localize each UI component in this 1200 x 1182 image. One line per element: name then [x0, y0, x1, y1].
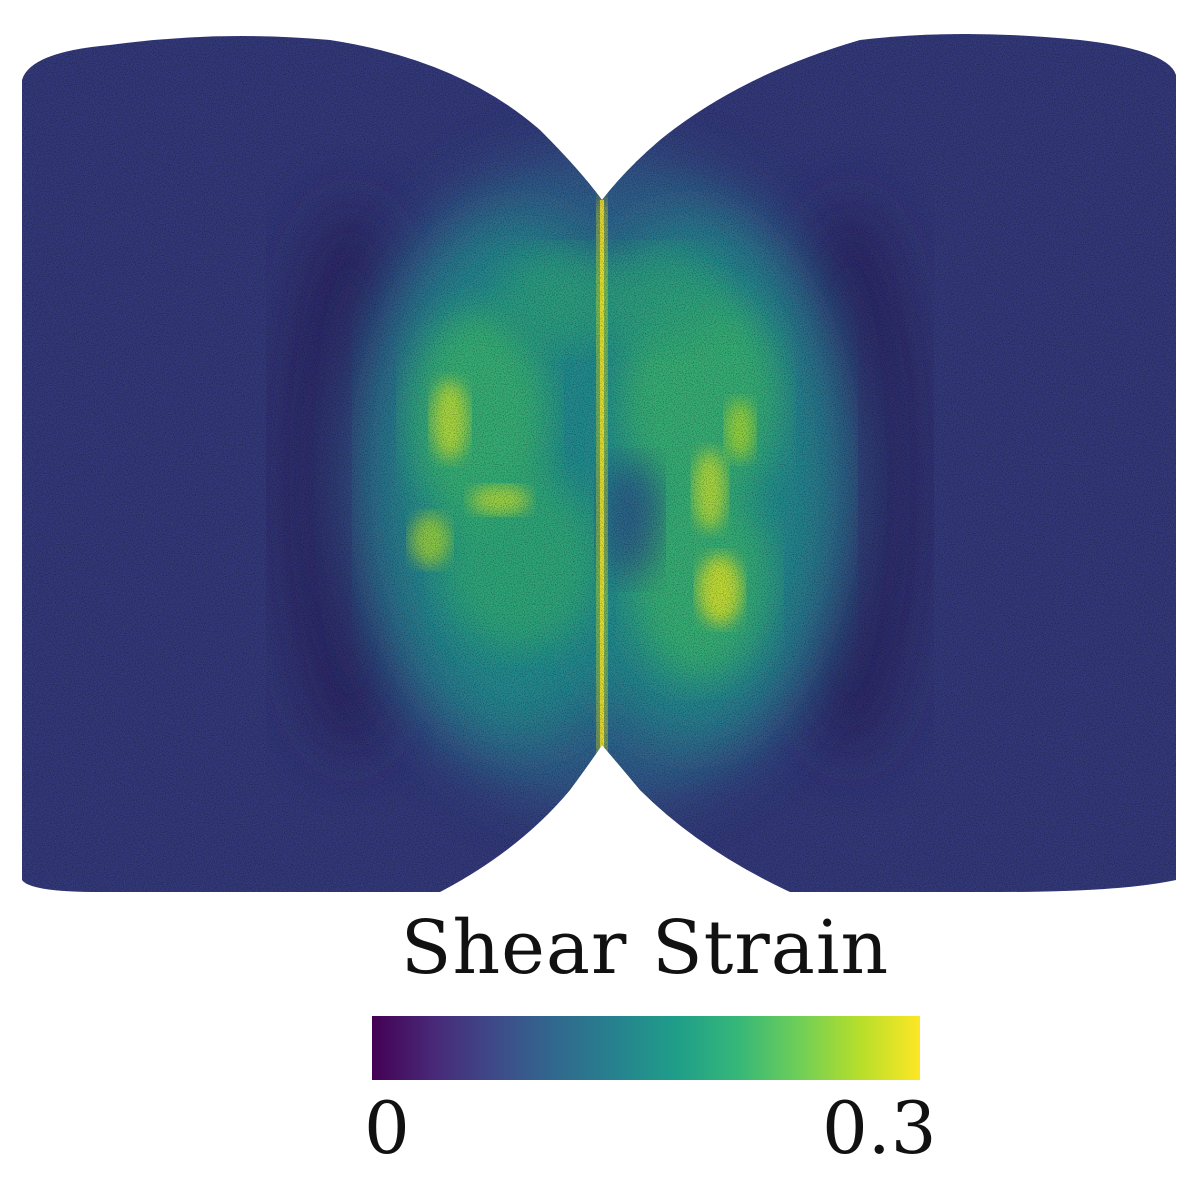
colorbar-title: Shear Strain	[400, 905, 890, 991]
colorbar	[372, 1016, 920, 1080]
colorbar-gradient	[372, 1016, 920, 1080]
colorbar-max-label: 0.3	[822, 1086, 937, 1170]
shear-strain-particle-field	[22, 34, 1176, 892]
colorbar-min-label: 0	[364, 1086, 410, 1170]
